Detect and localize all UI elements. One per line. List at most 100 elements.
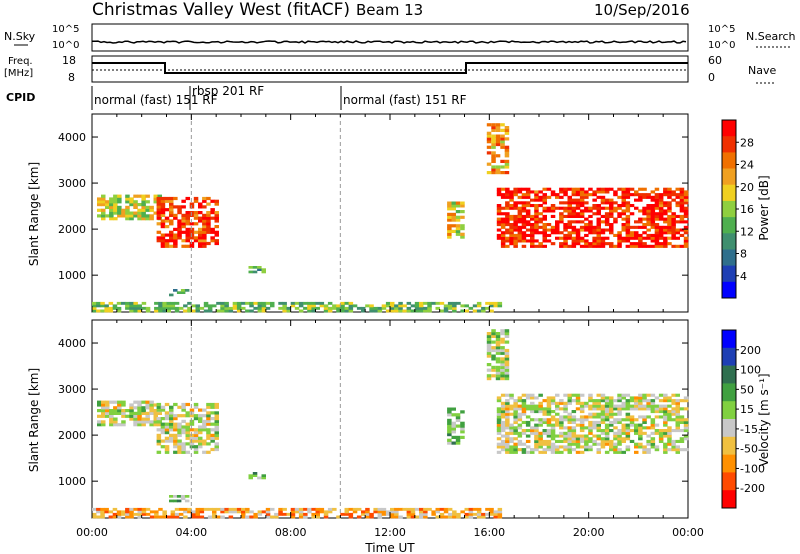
heatmap-cell [137,507,142,511]
heatmap-cell [214,402,219,407]
heatmap-cell [675,410,680,414]
heatmap-cell [108,515,114,519]
heatmap-cell [550,448,556,452]
heatmap-cell [452,306,457,310]
heatmap-cell [348,309,354,313]
heatmap-cell [571,231,577,235]
heatmap-cell [500,410,506,414]
heatmap-cell [496,431,502,435]
heatmap-cell [241,515,246,519]
heatmap-cell [164,244,170,248]
heatmap-cell [169,405,174,409]
heatmap-cell [667,195,672,199]
heatmap-cell [117,406,122,410]
heatmap-cell [571,418,577,422]
heatmap-cell [369,304,374,308]
heatmap-cell [625,233,631,237]
heatmap-cell [517,434,523,438]
heatmap-cell [584,242,589,246]
heatmap-cell [373,309,378,313]
heatmap-cell [546,401,552,405]
heatmap-cell [534,418,539,422]
heatmap-cell [435,301,440,305]
heatmap-cell [100,304,105,308]
heatmap-cell [638,442,643,446]
heatmap-cell [332,507,337,511]
heatmap-cell [629,236,635,240]
heatmap-cell [663,410,668,414]
heatmap-cell [525,434,531,438]
heatmap-cell [381,510,387,514]
heatmap-cell [495,142,501,147]
heatmap-cell [390,507,395,511]
heatmap-cell [245,515,250,519]
heatmap-cell [414,306,420,310]
heatmap-cell [667,404,672,408]
heatmap-cell [447,424,452,428]
heatmap-cell [613,190,618,194]
heatmap-cell [290,512,296,516]
heatmap-cell [451,201,456,205]
heatmap-cell [530,190,535,194]
colorbar-tick-label: -200 [740,482,765,495]
heatmap-cell [634,231,639,235]
heatmap-cell [571,393,577,397]
heatmap-cell [675,439,680,443]
heatmap-cell [588,420,593,424]
heatmap-cell [121,403,126,407]
heatmap-cell [198,442,203,446]
heatmap-cell [567,415,572,419]
heatmap-cell [121,214,126,218]
colorbar-tick-label: 16 [740,203,754,216]
heatmap-cell [559,212,564,216]
heatmap-cell [369,515,374,519]
heatmap-cell [500,426,506,430]
heatmap-cell [491,332,496,336]
heatmap-cell [625,223,631,227]
heatmap-cell [169,244,174,248]
heatmap-cell [109,409,114,413]
heatmap-cell [495,368,501,372]
heatmap-cell [419,512,424,516]
heatmap-cell [290,301,296,305]
heatmap-cell [592,198,597,202]
heatmap-cell [658,231,664,235]
heatmap-cell [101,208,106,212]
heatmap-cell [642,225,647,229]
heatmap-cell [193,211,199,215]
heatmap-cell [642,450,647,454]
heatmap-cell [604,214,610,218]
heatmap-cell [195,515,200,519]
heatmap-cell [177,442,182,446]
heatmap-cell [517,201,523,205]
heatmap-cell [654,407,660,411]
heatmap-cell [555,412,560,416]
heatmap-cell [500,220,506,224]
heatmap-cell [181,414,186,418]
noise-left-tick-bottom: 10^0 [52,40,79,51]
heatmap-cell [212,510,217,514]
heatmap-cell [137,203,142,207]
heatmap-cell [278,512,283,516]
heatmap-cell [667,217,672,221]
heatmap-cell [164,414,170,418]
heatmap-cell [663,236,668,240]
heatmap-cell [220,507,225,511]
heatmap-cell [455,227,461,231]
x-tick-label: 00:00 [76,526,108,539]
heatmap-cell [517,212,523,216]
heatmap-cell [241,512,246,516]
heatmap-cell [550,450,556,454]
heatmap-cell [513,399,518,403]
beam-title: Beam 13 [356,1,423,19]
heatmap-cell [496,396,502,400]
heatmap-cell [517,195,523,199]
heatmap-cell [500,134,505,138]
heatmap-cell [500,340,505,344]
heatmap-cell [521,236,527,240]
heatmap-cell [173,450,178,454]
heatmap-cell [579,225,585,229]
heatmap-cell [646,223,651,227]
heatmap-cell [663,434,668,438]
heatmap-cell [667,442,672,446]
